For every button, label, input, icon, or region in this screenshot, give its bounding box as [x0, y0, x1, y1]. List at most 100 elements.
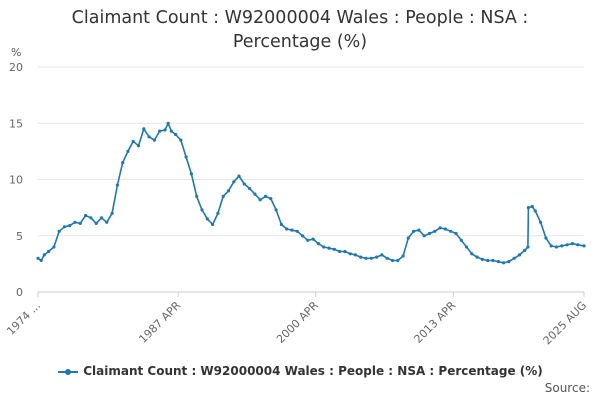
data-point[interactable]: [221, 194, 225, 198]
data-point[interactable]: [121, 161, 125, 165]
legend[interactable]: Claimant Count : W92000004 Wales : Peopl…: [0, 364, 600, 378]
data-point[interactable]: [163, 128, 167, 132]
data-point[interactable]: [475, 255, 479, 259]
data-point[interactable]: [459, 238, 463, 242]
data-point[interactable]: [576, 243, 580, 247]
data-point[interactable]: [496, 260, 500, 264]
data-point[interactable]: [565, 243, 569, 247]
data-point[interactable]: [200, 208, 204, 212]
data-point[interactable]: [533, 209, 537, 213]
data-point[interactable]: [311, 237, 315, 241]
data-point[interactable]: [343, 249, 347, 254]
data-point[interactable]: [73, 220, 77, 224]
data-point[interactable]: [464, 245, 469, 249]
data-point[interactable]: [263, 194, 268, 198]
series-line[interactable]: [37, 122, 585, 264]
data-point[interactable]: [174, 132, 178, 137]
data-point[interactable]: [582, 244, 586, 248]
data-point[interactable]: [523, 248, 527, 252]
data-point[interactable]: [544, 236, 548, 240]
data-point[interactable]: [427, 231, 432, 236]
data-point[interactable]: [126, 149, 130, 153]
data-point[interactable]: [62, 225, 67, 229]
data-point[interactable]: [422, 234, 426, 238]
data-point[interactable]: [274, 208, 278, 212]
data-point[interactable]: [226, 189, 231, 193]
data-point[interactable]: [158, 129, 162, 133]
data-point[interactable]: [237, 174, 241, 178]
data-point[interactable]: [438, 226, 442, 230]
data-point[interactable]: [105, 220, 109, 224]
data-point[interactable]: [512, 256, 516, 260]
data-point[interactable]: [169, 129, 173, 133]
data-point[interactable]: [279, 222, 283, 227]
data-point[interactable]: [189, 172, 193, 176]
data-point[interactable]: [39, 258, 43, 263]
data-point[interactable]: [179, 138, 183, 142]
data-point[interactable]: [385, 256, 389, 260]
data-point[interactable]: [480, 257, 484, 261]
data-point[interactable]: [211, 222, 215, 227]
data-point[interactable]: [375, 255, 379, 259]
data-point[interactable]: [486, 258, 490, 263]
data-point[interactable]: [115, 183, 119, 187]
data-point[interactable]: [412, 229, 416, 233]
data-point[interactable]: [216, 211, 220, 215]
data-point[interactable]: [390, 258, 395, 263]
data-point[interactable]: [152, 138, 156, 142]
data-point[interactable]: [36, 256, 40, 260]
data-point[interactable]: [338, 249, 342, 254]
data-point[interactable]: [530, 204, 534, 209]
data-point[interactable]: [258, 198, 262, 202]
data-point[interactable]: [290, 228, 294, 232]
data-point[interactable]: [526, 245, 530, 249]
data-point[interactable]: [549, 244, 553, 248]
data-point[interactable]: [131, 139, 135, 143]
data-point[interactable]: [285, 227, 289, 231]
data-point[interactable]: [454, 231, 458, 236]
data-point[interactable]: [89, 216, 93, 220]
data-point[interactable]: [306, 238, 310, 242]
data-point[interactable]: [332, 247, 336, 251]
data-point[interactable]: [380, 253, 384, 257]
data-point[interactable]: [502, 261, 506, 265]
data-point[interactable]: [195, 194, 199, 198]
data-point[interactable]: [99, 216, 104, 220]
data-point[interactable]: [470, 252, 474, 256]
data-point[interactable]: [295, 229, 299, 233]
data-point[interactable]: [417, 228, 421, 232]
data-point[interactable]: [406, 236, 410, 240]
data-point[interactable]: [443, 227, 447, 231]
data-point[interactable]: [57, 229, 61, 233]
data-point[interactable]: [142, 127, 146, 131]
data-point[interactable]: [84, 213, 88, 218]
data-point[interactable]: [68, 224, 72, 228]
data-point[interactable]: [539, 220, 543, 224]
data-point[interactable]: [110, 211, 114, 215]
data-point[interactable]: [300, 234, 305, 238]
data-point[interactable]: [52, 245, 56, 249]
data-point[interactable]: [232, 180, 236, 184]
data-point[interactable]: [205, 217, 209, 221]
data-point[interactable]: [348, 252, 352, 256]
data-point[interactable]: [396, 258, 400, 263]
data-point[interactable]: [184, 155, 188, 159]
data-point[interactable]: [449, 229, 453, 233]
data-point[interactable]: [526, 206, 531, 210]
data-point[interactable]: [517, 253, 522, 257]
data-point[interactable]: [369, 256, 373, 260]
data-point[interactable]: [248, 186, 252, 191]
data-point[interactable]: [253, 192, 257, 196]
data-point[interactable]: [166, 121, 170, 125]
data-point[interactable]: [242, 182, 246, 186]
data-point[interactable]: [353, 253, 357, 257]
data-point[interactable]: [401, 254, 405, 258]
data-point[interactable]: [269, 197, 273, 201]
data-point[interactable]: [94, 221, 98, 225]
data-point[interactable]: [359, 255, 363, 259]
data-point[interactable]: [433, 229, 437, 233]
data-point[interactable]: [327, 246, 331, 250]
data-point[interactable]: [507, 260, 511, 264]
data-point[interactable]: [147, 135, 151, 139]
data-point[interactable]: [78, 221, 82, 225]
